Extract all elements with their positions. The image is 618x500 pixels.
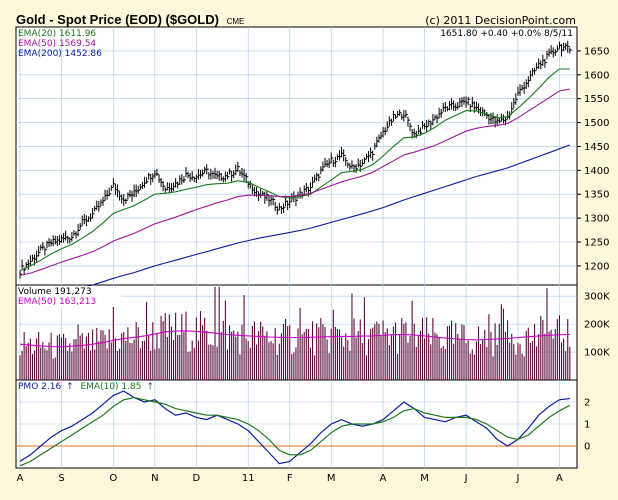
pmo-legend: PMO 2.16 ↑ EMA(10) 1.85 ↑ — [18, 382, 154, 392]
price-bars — [19, 40, 572, 279]
pmo-tick-label: 2 — [584, 398, 590, 409]
price-tick-label: 1650 — [584, 46, 609, 57]
volume-legend-bg — [17, 286, 121, 307]
price-legend: EMA(20) 1611.96 EMA(50) 1569.54 EMA(200)… — [18, 29, 573, 59]
x-tick-label: A — [380, 473, 387, 484]
x-tick-label: S — [58, 473, 64, 484]
pmo-up-arrow-icon: ↑ — [66, 382, 74, 392]
x-tick-label: J — [515, 473, 519, 484]
price-ema20-line — [19, 68, 570, 272]
last-quote: 1651.80 +0.40 +0.0% 8/5/11 — [440, 29, 573, 39]
volume-tick-label: 100K — [584, 348, 610, 359]
copyright: (c) 2011 DecisionPoint.com — [425, 14, 576, 27]
volume-ema-line — [19, 330, 570, 348]
price-tick-label: 1600 — [584, 70, 609, 81]
pmo-tick-label: 0 — [584, 442, 590, 453]
chart-title-text: Gold - Spot Price (EOD) ($GOLD) — [16, 12, 219, 27]
chart-title: Gold - Spot Price (EOD) ($GOLD) CME — [16, 12, 244, 27]
price-ema50-line — [19, 88, 570, 276]
x-tick-label: M — [327, 473, 336, 484]
x-tick-label: A — [556, 473, 563, 484]
x-axis-ticks: A S O N D 11 F M A M J J A — [17, 473, 563, 484]
y-axis-ticks: 1200 1250 1300 1350 1400 1450 1500 1550 1600 1650… — [577, 46, 610, 453]
x-tick-label: M — [420, 473, 429, 484]
x-tick-label: F — [287, 473, 293, 484]
x-tick-label: D — [193, 473, 201, 484]
price-ema200-line — [19, 144, 570, 305]
legend-ema20: EMA(20) 1611.96 — [18, 29, 96, 39]
x-tick-label: N — [151, 473, 158, 484]
price-tick-label: 1550 — [584, 94, 609, 105]
price-tick-label: 1200 — [584, 261, 609, 272]
volume-tick-label: 200K — [584, 320, 610, 331]
volume-legend: Volume 191,273 EMA(50) 163,213 — [17, 286, 121, 307]
price-tick-label: 1450 — [584, 142, 609, 153]
indicator-lines — [19, 68, 571, 467]
legend-pmo-ema: EMA(10) 1.85 — [80, 382, 141, 392]
price-tick-label: 1400 — [584, 166, 609, 177]
x-tick-label: J — [464, 473, 468, 484]
legend-pmo-row: PMO 2.16 ↑ EMA(10) 1.85 ↑ — [18, 382, 154, 392]
pmo-ema-up-arrow-icon: ↑ — [146, 382, 154, 392]
volume-bars — [19, 286, 571, 380]
legend-volume: Volume 191,273 — [18, 287, 92, 297]
chart-source: CME — [227, 17, 245, 26]
legend-pmo: PMO 2.16 — [18, 382, 61, 392]
x-tick-label: A — [17, 473, 24, 484]
pmo-tick-label: 1 — [584, 420, 590, 431]
x-tick-label: 11 — [242, 473, 255, 484]
price-tick-label: 1300 — [584, 214, 609, 225]
pmo-ema10-line — [19, 396, 571, 467]
price-tick-label: 1350 — [584, 190, 609, 201]
legend-ema200: EMA(200) 1452.86 — [18, 49, 102, 59]
x-tick-label: O — [109, 473, 117, 484]
volume-tick-label: 300K — [584, 292, 610, 303]
price-tick-label: 1500 — [584, 118, 609, 129]
legend-ema50: EMA(50) 1569.54 — [18, 39, 96, 49]
price-tick-label: 1250 — [584, 238, 609, 249]
pmo-pmo-line — [19, 390, 570, 465]
legend-volume-ema: EMA(50) 163,213 — [18, 297, 96, 307]
price-panel — [15, 26, 578, 286]
